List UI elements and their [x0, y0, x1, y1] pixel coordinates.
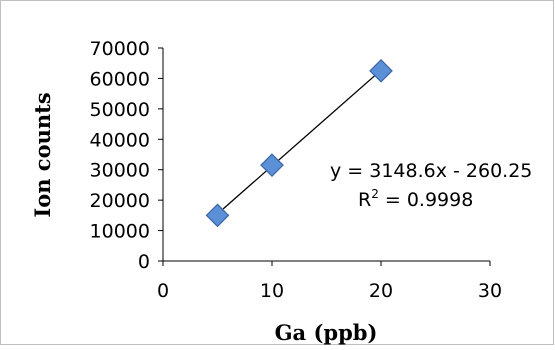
data-points	[205, 58, 393, 228]
y-tick-label: 70000	[90, 38, 150, 60]
y-tick-label: 60000	[90, 68, 150, 90]
trendline-equation: y = 3148.6x - 260.25	[330, 160, 532, 182]
r-squared-value: = 0.9998	[379, 189, 473, 211]
y-tick-label: 10000	[90, 221, 150, 243]
data-point-diamond	[369, 58, 393, 83]
y-tick-label: 50000	[90, 99, 150, 121]
y-tick-label: 20000	[90, 190, 150, 212]
trendline-r-squared: R2 = 0.9998	[358, 187, 473, 211]
x-axis-ticks: 0 10 20 30	[157, 261, 502, 302]
y-tick-label: 30000	[90, 160, 150, 182]
data-point-diamond	[260, 153, 284, 177]
linear-trendline	[217, 69, 382, 215]
r-squared-prefix: R	[358, 189, 371, 211]
y-tick-label: 0	[138, 251, 150, 273]
x-tick-label: 0	[157, 280, 169, 302]
x-axis-title: Ga (ppb)	[275, 320, 378, 345]
x-tick-label: 20	[369, 280, 393, 302]
data-point-diamond	[205, 203, 230, 228]
y-axis-title: Ion counts	[30, 92, 55, 217]
r-squared-exponent: 2	[371, 187, 379, 201]
x-tick-label: 30	[478, 280, 502, 302]
y-tick-label: 40000	[90, 129, 150, 151]
x-tick-label: 10	[260, 280, 284, 302]
y-axis-ticks: 0 10000 20000 30000 40000 50000 60000 70000	[90, 38, 163, 273]
